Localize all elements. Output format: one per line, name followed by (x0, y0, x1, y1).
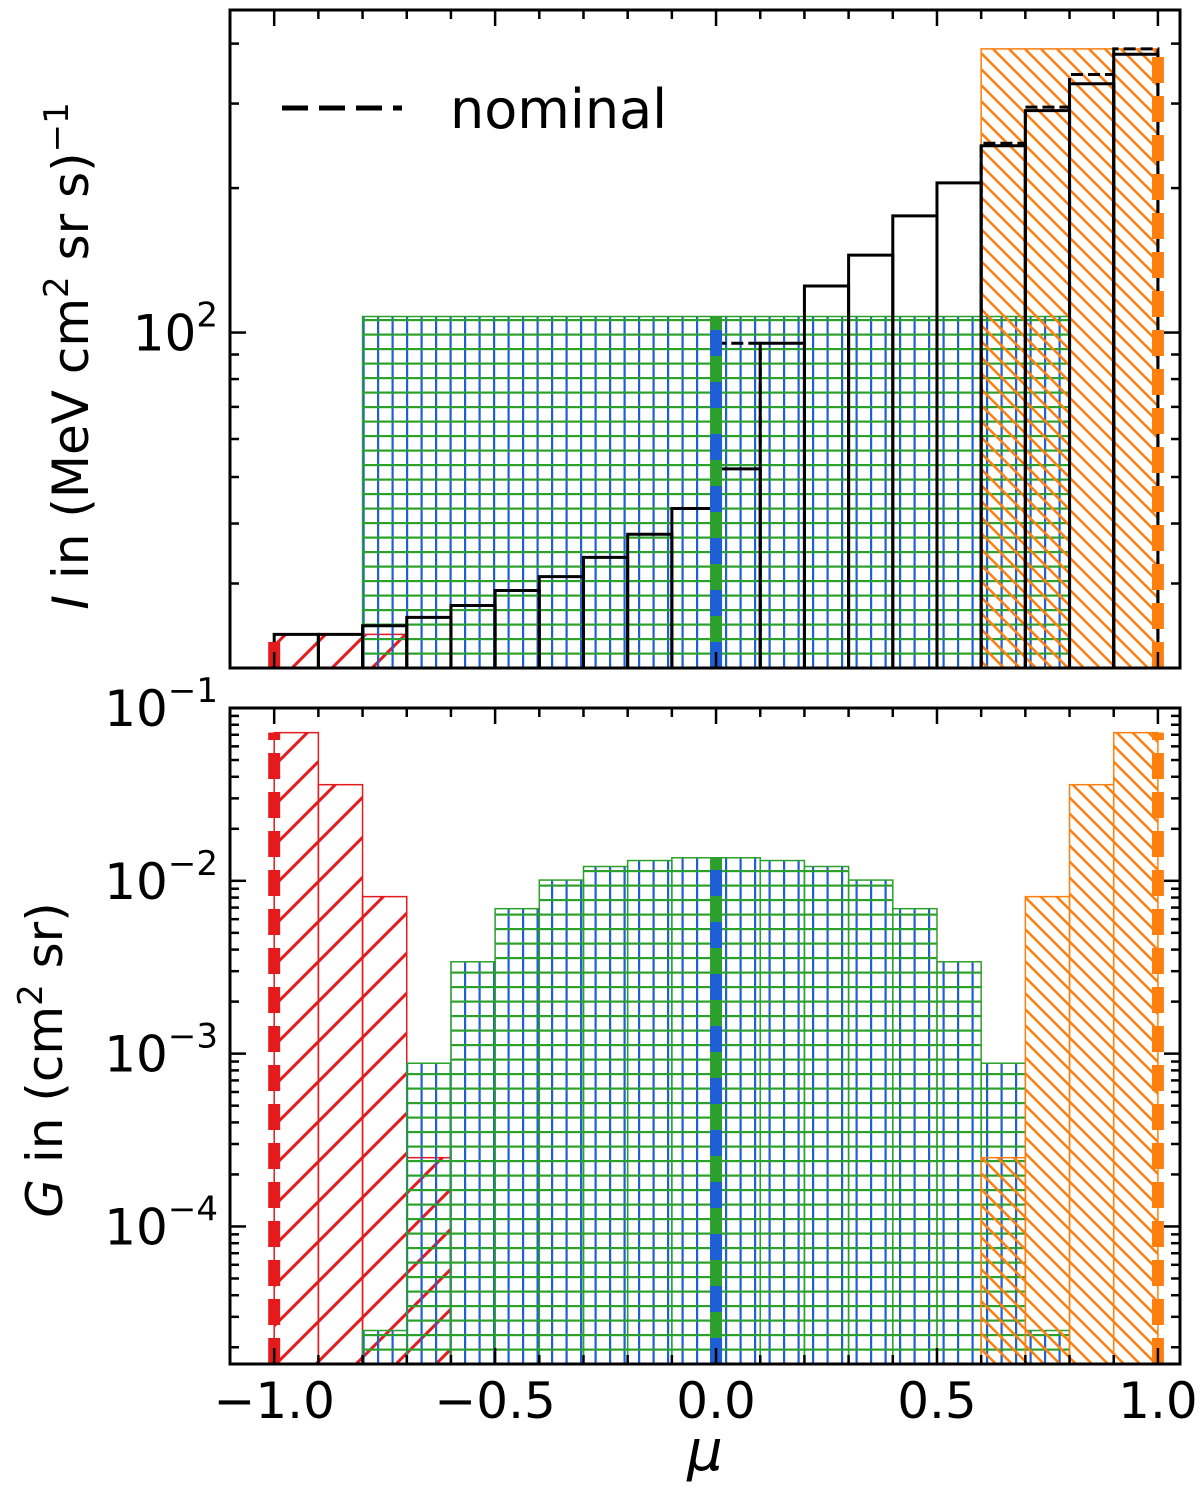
y-tick-label: 10−1 (104, 671, 218, 738)
bar-grid (361, 1329, 408, 1364)
bar-grid (494, 907, 541, 1364)
bar-grid (626, 859, 673, 1364)
bottom-ticks: 10−1 10−2 10−3 10−4 −1.0 −0.5 0.0 0.5 1.0 (104, 671, 1197, 1430)
top-axes-frame (228, 8, 1182, 670)
bar-grid (803, 865, 850, 1364)
bar-red (317, 783, 364, 1364)
y-tick-label: 10−2 (104, 844, 218, 911)
legend: nominal (282, 78, 667, 141)
bar-grid (538, 879, 585, 1364)
bar-orange (980, 1156, 1027, 1364)
bar-grid (715, 856, 761, 1364)
legend-nominal-label: nominal (450, 78, 667, 141)
nominal-dashed-step (1112, 47, 1160, 668)
bar-grid (892, 907, 938, 1364)
bar-grid (759, 859, 806, 1364)
top-y-axis-label: I in (MeV cm2 sr s)−1 (37, 102, 100, 610)
x-tick-label: 0.0 (676, 1372, 756, 1430)
y-tick-label: 10−4 (104, 1189, 218, 1256)
nominal-dashed-step (979, 141, 1027, 668)
bar-grid (450, 961, 496, 1364)
top-panel: 102 nominal I in (MeV cm2 sr s)−1 (37, 8, 1182, 670)
x-tick-label: −0.5 (434, 1372, 555, 1430)
bar-grid (847, 879, 894, 1364)
bar-grid (582, 865, 629, 1364)
x-tick-label: −1.0 (213, 1372, 334, 1430)
bar-orange (1068, 783, 1115, 1364)
bar-orange (1024, 895, 1071, 1364)
bar-red (361, 895, 408, 1364)
bar-grid (671, 856, 717, 1364)
bottom-panel: 10−1 10−2 10−3 10−4 −1.0 −0.5 0.0 0.5 1.0 G in (… (11, 671, 1198, 1484)
bar-grid (405, 1062, 452, 1364)
bottom-axes-frame (228, 706, 1182, 1366)
bar-red (273, 731, 320, 1364)
x-tick-label: 1.0 (1118, 1372, 1198, 1430)
x-axis-label: μ (686, 1419, 723, 1484)
top-ticks: 102 (133, 10, 1180, 670)
y-tick-label: 102 (133, 296, 218, 363)
bar-orange (1112, 731, 1159, 1364)
bottom-plot-area (268, 731, 1164, 1364)
y-tick-label: 10−3 (104, 1017, 218, 1084)
nominal-dashed-step (1068, 72, 1116, 668)
x-tick-label: 0.5 (897, 1372, 977, 1430)
bottom-y-axis-label: G in (cm2 sr) (11, 902, 74, 1217)
top-plot-area (268, 47, 1164, 668)
bar-grid (936, 961, 982, 1364)
